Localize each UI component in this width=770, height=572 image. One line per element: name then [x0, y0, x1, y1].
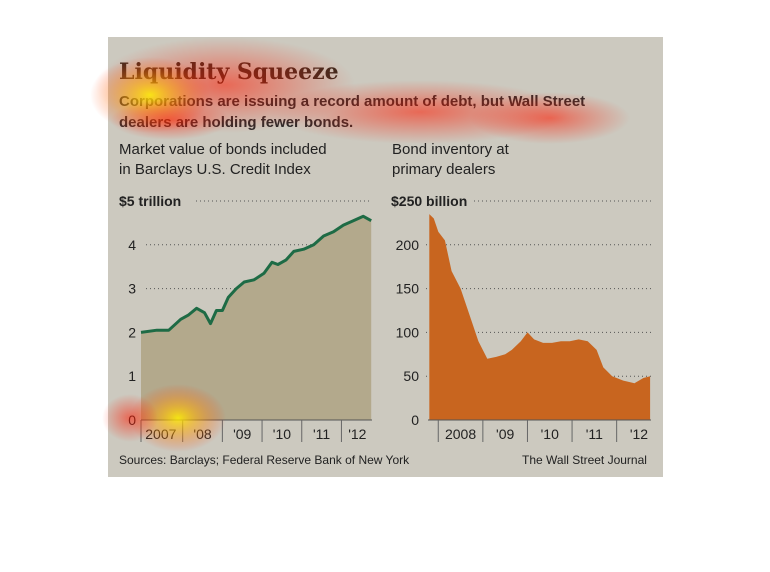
- chart-card: Liquidity Squeeze Corporations are issui…: [108, 37, 663, 477]
- charts-svg: $5 trillion 4 3 2 1 0 2007 '08 '09 '10 '11 '12 $250…: [119, 193, 651, 442]
- x-tick-label: '10: [273, 426, 291, 442]
- x-tick-label: 2008: [445, 426, 476, 442]
- y-tick-label: 2: [128, 324, 136, 340]
- x-tick-label: '12: [348, 426, 366, 442]
- y-tick-label: 3: [128, 281, 136, 297]
- y-tick-label: 1: [128, 368, 136, 384]
- x-tick-label: '09: [496, 426, 514, 442]
- y-tick-label: 4: [128, 237, 136, 253]
- wsj-credit: The Wall Street Journal: [522, 453, 647, 467]
- left-chart-title-line-1: Market value of bonds included: [119, 141, 327, 158]
- y-tick-label: 0: [128, 412, 136, 428]
- y-tick-label: 150: [396, 281, 420, 297]
- x-tick-label: 2007: [145, 426, 176, 442]
- right-chart-title-line-2: primary dealers: [392, 161, 496, 178]
- right-chart: $250 billion 200 150 100 50 0 2008 '09 '10 '11 '12: [391, 193, 651, 442]
- data-area: [429, 214, 651, 420]
- sources-note: Sources: Barclays; Federal Reserve Bank …: [119, 453, 410, 467]
- x-tick-label: '09: [233, 426, 251, 442]
- data-area: [141, 216, 372, 420]
- y-tick-label: 200: [396, 237, 420, 253]
- data-line: [140, 214, 372, 334]
- left-chart: $5 trillion 4 3 2 1 0 2007 '08 '09 '10 '11 '12: [119, 193, 372, 442]
- y-unit-label: $5 trillion: [119, 193, 181, 209]
- x-tick-label: '11: [313, 426, 330, 442]
- left-chart-title-line-2: in Barclays U.S. Credit Index: [119, 161, 311, 178]
- right-chart-title-line-1: Bond inventory at: [392, 141, 509, 158]
- y-unit-label: $250 billion: [391, 193, 467, 209]
- x-tick-label: '10: [541, 426, 559, 442]
- y-tick-label: 0: [411, 412, 419, 428]
- x-tick-label: '08: [193, 426, 211, 442]
- x-tick-label: '11: [586, 426, 603, 442]
- y-tick-label: 100: [396, 324, 420, 340]
- x-tick-label: '12: [630, 426, 648, 442]
- y-tick-label: 50: [403, 368, 419, 384]
